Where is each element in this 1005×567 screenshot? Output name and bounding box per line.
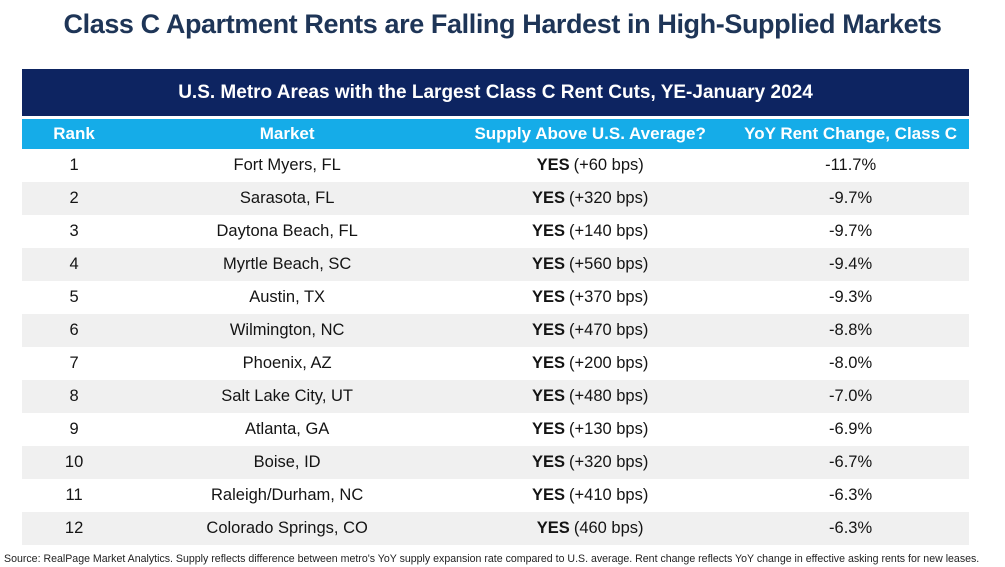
market-cell: Colorado Springs, CO: [206, 519, 368, 537]
supply-cell: YES (+60 bps): [448, 149, 732, 182]
rank-cell: 5: [69, 288, 79, 306]
supply-cell: YES (+320 bps): [448, 182, 732, 215]
rent-change-cell: -8.0%: [829, 354, 873, 372]
rank-cell: 2: [69, 189, 79, 207]
column-header-yoy: YoY Rent Change, Class C: [732, 119, 969, 149]
supply-note: (+320 bps): [569, 189, 649, 207]
supply-flag: YES: [531, 189, 566, 207]
supply-cell: YES (+130 bps): [448, 413, 732, 446]
table-row: 9 Atlanta, GA YES (+130 bps) -6.9%: [22, 413, 969, 446]
supply-flag: YES: [531, 486, 566, 504]
rank-cell: 12: [64, 519, 84, 537]
rank-cell: 9: [69, 420, 79, 438]
rent-change-cell: -9.4%: [829, 255, 873, 273]
market-cell: Sarasota, FL: [239, 189, 335, 207]
table-row: 6 Wilmington, NC YES (+470 bps) -8.8%: [22, 314, 969, 347]
rent-change-cell: -9.7%: [829, 222, 873, 240]
data-table: Rank Market Supply Above U.S. Average? Y…: [22, 119, 969, 545]
source-note: Source: RealPage Market Analytics. Suppl…: [4, 553, 980, 565]
rank-cell: 3: [69, 222, 79, 240]
rent-change-cell: -7.0%: [829, 387, 873, 405]
supply-flag: YES: [531, 420, 566, 438]
supply-cell: YES (+370 bps): [448, 281, 732, 314]
supply-note: (+480 bps): [569, 387, 649, 405]
rent-change-cell: -11.7%: [825, 156, 877, 174]
market-cell: Austin, TX: [249, 288, 326, 306]
supply-note: (+410 bps): [569, 486, 649, 504]
rent-cuts-table: U.S. Metro Areas with the Largest Class …: [22, 69, 969, 545]
table-row: 8 Salt Lake City, UT YES (+480 bps) -7.0%: [22, 380, 969, 413]
supply-flag: YES: [531, 453, 566, 471]
supply-flag: YES: [531, 321, 566, 339]
table-title-bar: U.S. Metro Areas with the Largest Class …: [22, 69, 969, 116]
table-row: 11 Raleigh/Durham, NC YES (+410 bps) -6.3…: [22, 479, 969, 512]
supply-note: (+320 bps): [569, 453, 649, 471]
rent-change-cell: -6.3%: [829, 486, 873, 504]
rank-cell: 7: [69, 354, 79, 372]
table-body: 1 Fort Myers, FL YES (+60 bps) -11.7% 2 S…: [22, 149, 969, 545]
supply-note: (+60 bps): [573, 156, 644, 174]
market-cell: Boise, ID: [253, 453, 321, 471]
supply-flag: YES: [531, 288, 566, 306]
supply-flag: YES: [531, 255, 566, 273]
table-header-row: Rank Market Supply Above U.S. Average? Y…: [22, 119, 969, 149]
rank-cell: 6: [69, 321, 79, 339]
supply-note: (+470 bps): [569, 321, 649, 339]
table-row: 2 Sarasota, FL YES (+320 bps) -9.7%: [22, 182, 969, 215]
market-cell: Atlanta, GA: [244, 420, 330, 438]
supply-flag: YES: [531, 222, 566, 240]
market-cell: Fort Myers, FL: [233, 156, 341, 174]
supply-flag: YES: [536, 519, 570, 537]
supply-flag: YES: [531, 387, 566, 405]
supply-note: (+140 bps): [569, 222, 649, 240]
table-row: 1 Fort Myers, FL YES (+60 bps) -11.7%: [22, 149, 969, 182]
market-cell: Salt Lake City, UT: [221, 387, 353, 405]
rent-change-cell: -9.3%: [829, 288, 873, 306]
rent-change-cell: -6.9%: [829, 420, 873, 438]
rent-change-cell: -9.7%: [829, 189, 873, 207]
supply-cell: YES (+200 bps): [448, 347, 732, 380]
supply-flag: YES: [536, 156, 570, 174]
table-row: 3 Daytona Beach, FL YES (+140 bps) -9.7%: [22, 215, 969, 248]
supply-cell: YES (+140 bps): [448, 215, 732, 248]
table-row: 4 Myrtle Beach, SC YES (+560 bps) -9.4%: [22, 248, 969, 281]
table-row: 5 Austin, TX YES (+370 bps) -9.3%: [22, 281, 969, 314]
market-cell: Wilmington, NC: [229, 321, 345, 339]
rank-cell: 10: [64, 453, 84, 471]
rent-change-cell: -8.8%: [829, 321, 873, 339]
supply-cell: YES (+470 bps): [448, 314, 732, 347]
supply-cell: YES (+560 bps): [448, 248, 732, 281]
market-cell: Myrtle Beach, SC: [222, 255, 352, 273]
column-header-market: Market: [126, 119, 449, 149]
supply-note: (+130 bps): [569, 420, 649, 438]
rent-change-cell: -6.7%: [829, 453, 873, 471]
column-header-rank: Rank: [22, 119, 127, 149]
rank-cell: 1: [69, 156, 79, 174]
supply-cell: YES (+480 bps): [448, 380, 732, 413]
supply-note: (+200 bps): [569, 354, 649, 372]
rent-change-cell: -6.3%: [829, 519, 873, 537]
column-header-supply: Supply Above U.S. Average?: [448, 119, 733, 149]
supply-cell: YES (+410 bps): [448, 479, 732, 512]
table-row: 7 Phoenix, AZ YES (+200 bps) -8.0%: [22, 347, 969, 380]
supply-note: (460 bps): [573, 519, 644, 537]
table-row: 12 Colorado Springs, CO YES (460 bps) -6.…: [22, 512, 969, 545]
rank-cell: 11: [65, 486, 83, 504]
market-cell: Daytona Beach, FL: [216, 222, 358, 240]
rank-cell: 4: [69, 255, 79, 273]
market-cell: Raleigh/Durham, NC: [211, 486, 364, 504]
rank-cell: 8: [69, 387, 79, 405]
supply-cell: YES (460 bps): [448, 512, 732, 545]
supply-flag: YES: [531, 354, 566, 372]
table-row: 10 Boise, ID YES (+320 bps) -6.7%: [22, 446, 969, 479]
supply-note: (+370 bps): [569, 288, 649, 306]
supply-cell: YES (+320 bps): [448, 446, 732, 479]
supply-note: (+560 bps): [569, 255, 649, 273]
page-title: Class C Apartment Rents are Falling Hard…: [63, 9, 942, 39]
market-cell: Phoenix, AZ: [242, 354, 332, 372]
